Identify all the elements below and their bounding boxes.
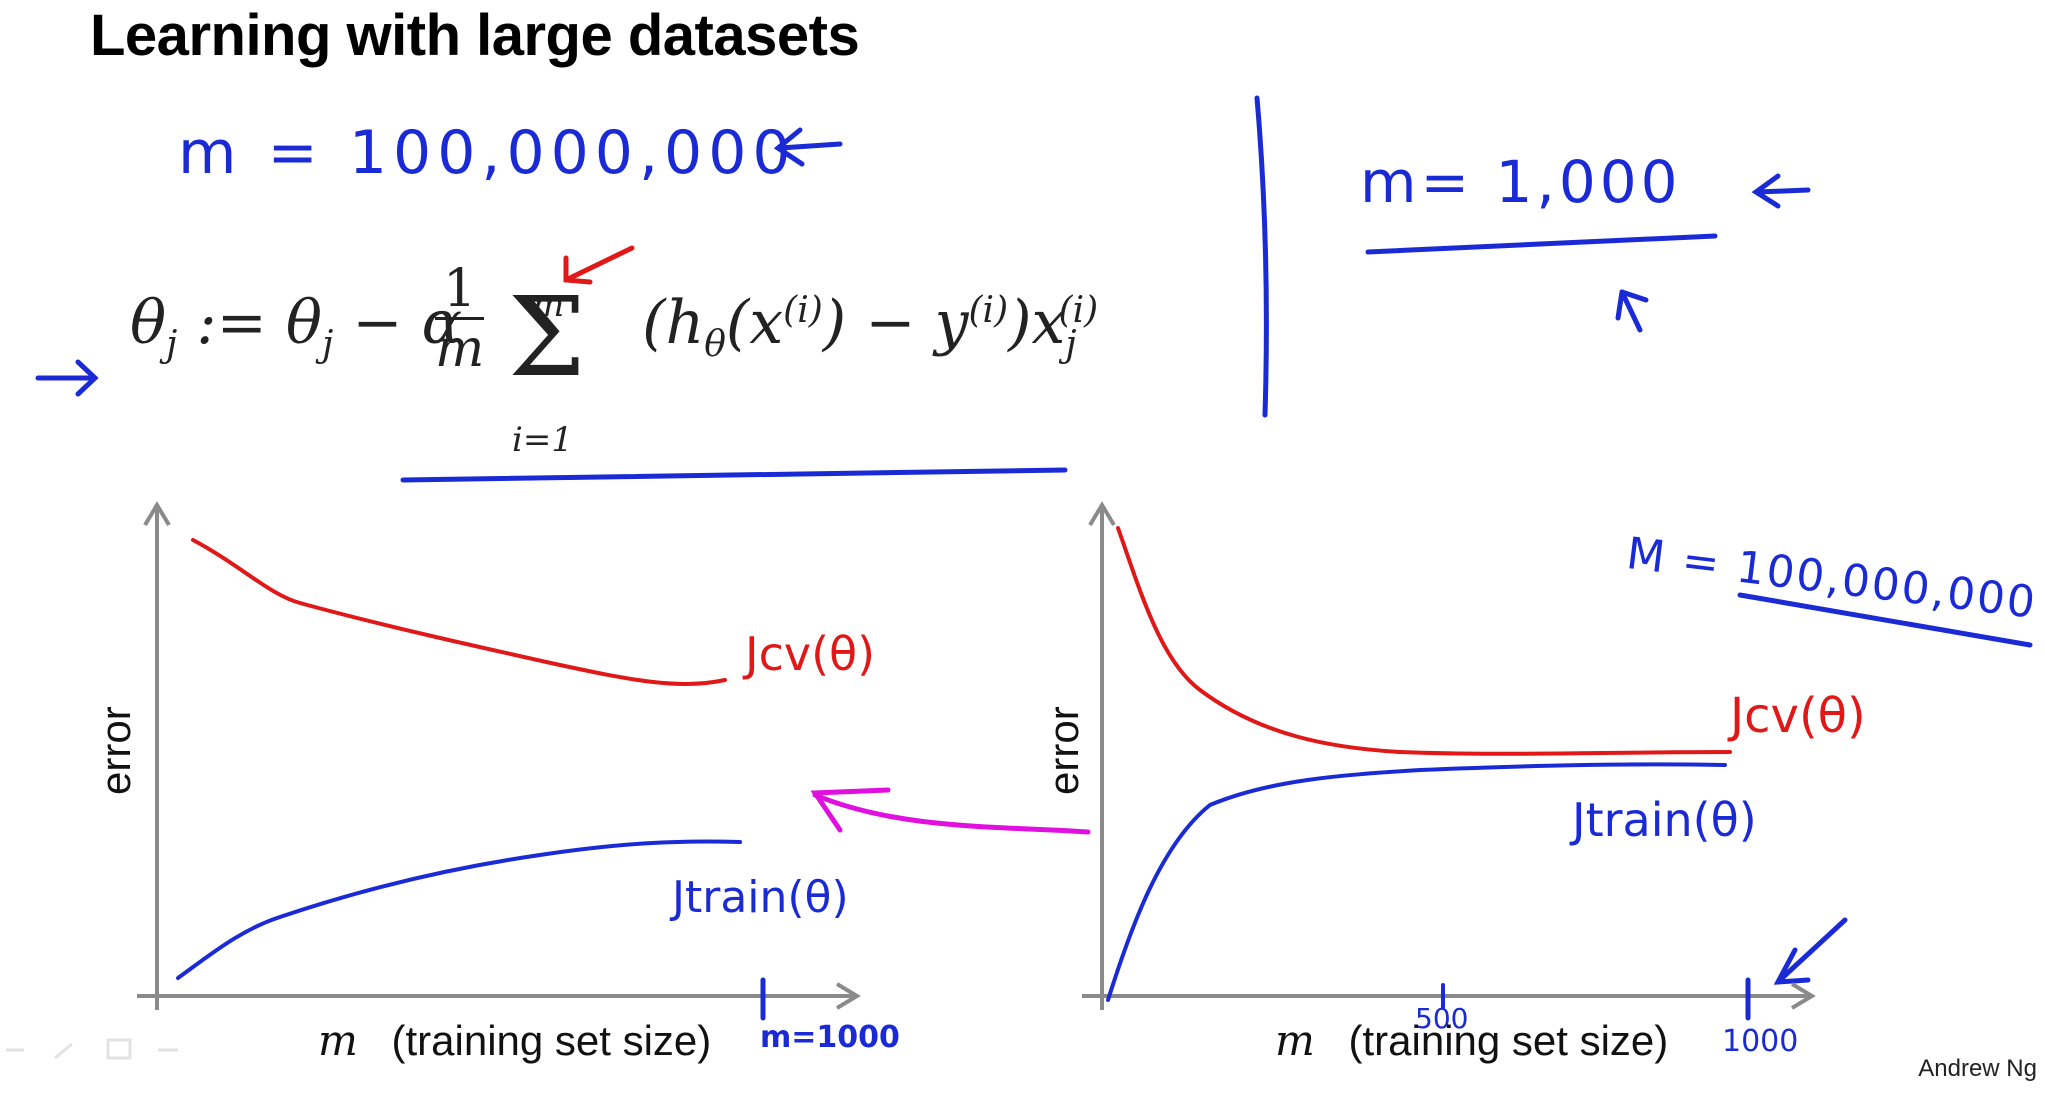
- author-credit: Andrew Ng: [1918, 1055, 2037, 1082]
- gradient-descent-formula: θj := θj − α (hθ(x(i)) − y(i))xj(i): [130, 288, 1099, 365]
- m-small-underline: [1365, 233, 1718, 255]
- summation-lower: i=1: [512, 420, 573, 460]
- left-cv-label: Jcv(θ): [745, 627, 876, 681]
- player-toolbar: [6, 1038, 178, 1060]
- left-xlabel: m (training set size): [318, 1016, 711, 1065]
- down-left-arrow-icon: [1773, 917, 1848, 985]
- tick-1000-annotation: 1000: [1722, 1024, 1799, 1059]
- right-train-curve: [1106, 762, 1727, 1002]
- right-cv-curve: [1116, 526, 1732, 756]
- slide-title: Learning with large datasets: [90, 3, 860, 68]
- right-xlabel-var: m: [1275, 1016, 1315, 1065]
- left-xlabel-text: (training set size): [391, 1017, 712, 1064]
- m-small-arrow-icon: [1751, 173, 1811, 209]
- m-large-annotation: m = 100,000,000: [178, 118, 797, 188]
- right-train-label: Jtrain(θ): [1572, 793, 1757, 847]
- up-arrow-icon: [1615, 289, 1649, 333]
- summation-sign: Σ: [508, 273, 586, 401]
- formula-arrow: [35, 359, 99, 397]
- left-plot-axes: [137, 501, 861, 1010]
- m-large-arrow-icon: [773, 127, 843, 167]
- vertical-divider: [1254, 95, 1269, 418]
- right-xlabel: m (training set size): [1275, 1016, 1668, 1065]
- red-pointer-icon: [563, 245, 635, 285]
- formula-underline: [400, 467, 1068, 483]
- formula-fraction: 1 m: [435, 259, 485, 379]
- summation-upper: m: [532, 285, 565, 325]
- left-train-curve: [176, 839, 742, 980]
- left-cv-curve: [191, 538, 727, 686]
- m-1000-left-annotation: m=1000: [760, 1020, 900, 1055]
- left-xlabel-var: m: [318, 1016, 358, 1065]
- right-xlabel-text: (training set size): [1348, 1017, 1669, 1064]
- left-train-label: Jtrain(θ): [672, 872, 849, 923]
- right-plot-axes: [1082, 501, 1816, 1010]
- right-cv-label: Jcv(θ): [1730, 688, 1866, 744]
- m-large-right-underline: [1737, 592, 2033, 648]
- m-small-annotation: m= 1,000: [1360, 148, 1682, 216]
- magenta-arrow-icon: [810, 787, 1091, 835]
